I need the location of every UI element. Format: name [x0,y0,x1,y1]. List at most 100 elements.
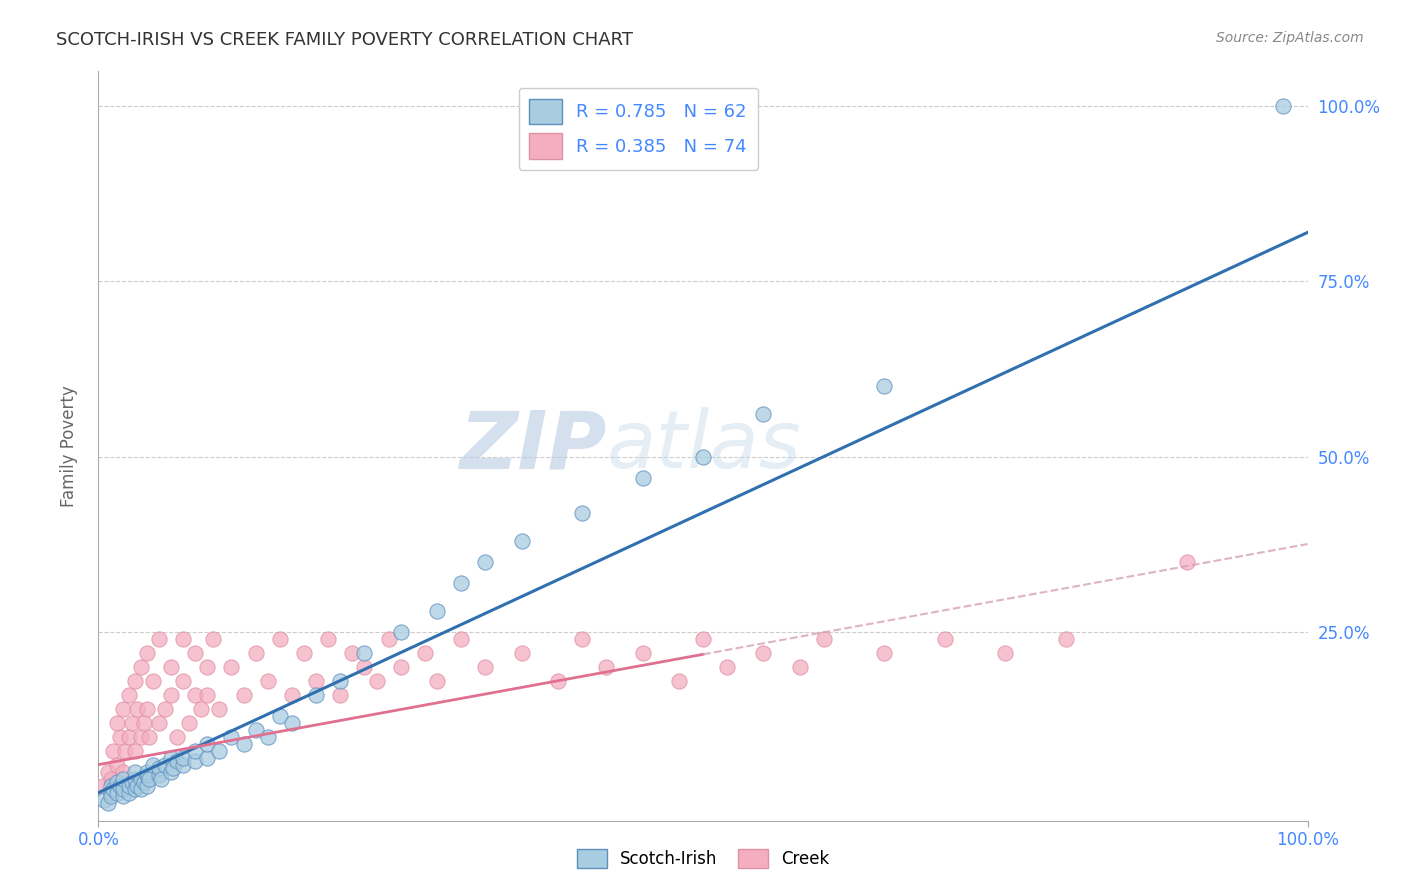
Point [166,730,188,744]
Point [389,659,412,673]
Point [692,632,714,646]
Point [118,688,141,702]
Point [118,730,141,744]
Point [111,782,134,797]
Point [184,688,207,702]
Point [142,757,165,772]
Point [389,624,412,639]
Point [474,555,496,569]
Point [101,782,124,797]
Point [148,715,170,730]
Point [1175,555,1198,569]
Point [101,743,124,757]
Point [316,632,339,646]
Point [305,688,328,702]
Point [166,754,188,768]
Point [160,764,183,779]
Text: atlas: atlas [606,407,801,485]
Point [195,750,218,764]
Point [631,646,654,660]
Point [124,764,146,779]
Point [450,575,472,590]
Point [426,673,449,688]
Point [134,715,156,730]
Point [93,792,115,806]
Point [105,757,128,772]
Point [153,757,176,772]
Point [184,743,207,757]
Point [91,779,114,793]
Point [269,632,291,646]
Point [127,701,149,715]
Point [184,646,207,660]
Text: ZIP: ZIP [458,407,606,485]
Point [111,701,134,715]
Point [716,659,738,673]
Point [256,673,278,688]
Point [426,603,449,617]
Point [114,743,136,757]
Point [100,789,122,804]
Point [124,782,146,797]
Point [184,754,207,768]
Point [281,688,304,702]
Point [100,779,122,793]
Point [135,779,157,793]
Point [124,743,146,757]
Point [190,701,212,715]
Point [202,632,225,646]
Point [994,646,1017,660]
Point [100,786,122,800]
Point [118,786,141,800]
Point [269,708,291,723]
Point [121,715,143,730]
Point [129,730,152,744]
Point [162,761,184,775]
Point [692,450,714,464]
Point [135,764,157,779]
Point [129,782,152,797]
Point [256,730,278,744]
Point [353,646,375,660]
Point [668,673,690,688]
Point [329,688,352,702]
Point [111,789,134,804]
Point [160,659,183,673]
Point [195,659,218,673]
Point [873,646,896,660]
Point [474,659,496,673]
Point [105,786,128,800]
Point [172,757,194,772]
Point [142,673,165,688]
Point [571,506,593,520]
Point [129,772,152,786]
Point [105,775,128,789]
Point [100,772,122,786]
Point [108,730,131,744]
Point [121,775,143,789]
Point [413,646,436,660]
Point [111,772,134,786]
Point [547,673,569,688]
Point [221,730,243,744]
Point [148,768,170,782]
Point [153,701,176,715]
Point [934,632,956,646]
Point [353,659,375,673]
Point [108,779,131,793]
Point [342,646,364,660]
Point [329,673,352,688]
Point [813,632,835,646]
Point [245,723,267,737]
Point [873,379,896,393]
Point [752,408,775,422]
Point [127,779,149,793]
Point [124,673,146,688]
Point [150,772,173,786]
Point [450,632,472,646]
Point [245,646,267,660]
Point [1272,99,1295,113]
Point [195,737,218,751]
Text: SCOTCH-IRISH VS CREEK FAMILY POVERTY CORRELATION CHART: SCOTCH-IRISH VS CREEK FAMILY POVERTY COR… [56,31,633,49]
Point [281,715,304,730]
